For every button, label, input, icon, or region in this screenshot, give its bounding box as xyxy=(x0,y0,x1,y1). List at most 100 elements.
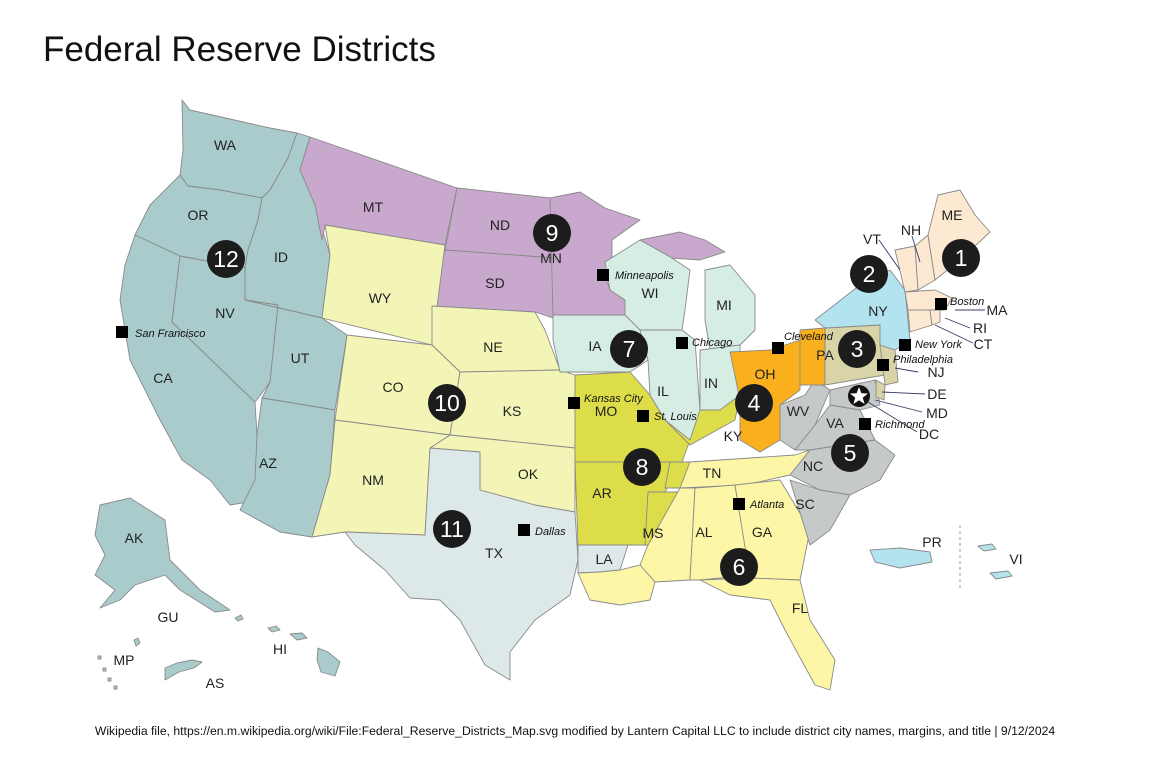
label-RI: RI xyxy=(973,320,987,336)
district-badge-8[interactable]: 8 xyxy=(623,448,661,486)
label-OK: OK xyxy=(518,466,539,482)
state-VI[interactable] xyxy=(977,543,1013,580)
state-AK[interactable] xyxy=(94,497,231,613)
district-badge-3[interactable]: 3 xyxy=(838,330,876,368)
label-OH: OH xyxy=(755,366,776,382)
label-WY: WY xyxy=(369,290,392,306)
state-SC[interactable] xyxy=(789,479,851,546)
label-IA: IA xyxy=(588,338,602,354)
label-MA: MA xyxy=(987,302,1009,318)
state-FL[interactable] xyxy=(699,577,836,691)
state-MT[interactable] xyxy=(299,136,458,246)
state-CT[interactable] xyxy=(907,309,933,333)
district-badge-10[interactable]: 10 xyxy=(428,384,466,422)
svg-text:10: 10 xyxy=(434,390,460,416)
label-VA: VA xyxy=(826,415,844,431)
source-credit: Wikipedia file, https://en.m.wikipedia.o… xyxy=(94,724,1056,738)
svg-text:8: 8 xyxy=(636,454,649,480)
label-PR: PR xyxy=(922,534,941,550)
state-DE[interactable] xyxy=(875,379,886,401)
state-GU[interactable] xyxy=(133,637,141,647)
label-MP: MP xyxy=(114,652,135,668)
label-NY: NY xyxy=(868,303,888,319)
label-NJ: NJ xyxy=(927,364,944,380)
marker-atlanta[interactable] xyxy=(733,498,745,510)
state-PR[interactable] xyxy=(869,547,933,569)
state-MP[interactable] xyxy=(97,655,118,690)
marker-minneapolis[interactable] xyxy=(597,269,609,281)
label-OR: OR xyxy=(188,207,209,223)
state-MI[interactable] xyxy=(704,264,756,351)
label-IN: IN xyxy=(704,375,718,391)
label-KY: KY xyxy=(724,428,743,444)
marker-dallas[interactable] xyxy=(518,524,530,536)
label-AZ: AZ xyxy=(259,455,277,471)
state-LAs[interactable] xyxy=(577,564,656,606)
marker-philadelphia[interactable] xyxy=(877,359,889,371)
label-DE: DE xyxy=(927,386,946,402)
district-badge-7[interactable]: 7 xyxy=(610,330,648,368)
district-badge-12[interactable]: 12 xyxy=(207,240,245,278)
state-labels: WA OR ID NV UT CA AZ MT WY CO NM ND SD N… xyxy=(114,137,1023,691)
marker-cleveland[interactable] xyxy=(772,342,784,354)
marker-new-york[interactable] xyxy=(899,339,911,351)
label-CA: CA xyxy=(153,370,173,386)
district-badge-1[interactable]: 1 xyxy=(942,239,980,277)
state-AZ[interactable] xyxy=(239,397,336,538)
city-labels: San Francisco Minneapolis Kansas City St… xyxy=(135,270,984,538)
district-badge-4[interactable]: 4 xyxy=(735,384,773,422)
district-badge-5[interactable]: 5 xyxy=(831,434,869,472)
label-MO: MO xyxy=(595,403,618,419)
state-WV[interactable] xyxy=(779,379,831,451)
marker-boston[interactable] xyxy=(935,298,947,310)
label-NV: NV xyxy=(215,305,235,321)
marker-st-louis[interactable] xyxy=(637,410,649,422)
label-AR: AR xyxy=(592,485,611,501)
label-PA: PA xyxy=(816,347,834,363)
label-CO: CO xyxy=(383,379,404,395)
state-HI[interactable] xyxy=(234,614,341,677)
label-NM: NM xyxy=(362,472,384,488)
label-CT: CT xyxy=(974,336,993,352)
state-WY[interactable] xyxy=(321,224,446,346)
city-kansas-city: Kansas City xyxy=(584,393,644,405)
district-12-states xyxy=(94,99,348,690)
label-DC: DC xyxy=(919,426,939,442)
label-TX: TX xyxy=(485,545,504,561)
district-badge-9[interactable]: 9 xyxy=(533,214,571,252)
state-TX[interactable] xyxy=(344,447,579,681)
label-UT: UT xyxy=(291,350,310,366)
city-new-york: New York xyxy=(915,339,962,351)
label-WI: WI xyxy=(641,285,658,301)
svg-text:12: 12 xyxy=(213,246,239,272)
svg-text:6: 6 xyxy=(733,554,746,580)
city-minneapolis: Minneapolis xyxy=(615,270,674,282)
label-NC: NC xyxy=(803,458,823,474)
marker-chicago[interactable] xyxy=(676,337,688,349)
state-IL[interactable] xyxy=(639,329,701,441)
label-TN: TN xyxy=(703,465,722,481)
district-badge-2[interactable]: 2 xyxy=(850,255,888,293)
svg-text:3: 3 xyxy=(851,336,864,362)
label-SC: SC xyxy=(795,496,814,512)
state-RI[interactable] xyxy=(929,309,941,326)
city-markers xyxy=(116,269,947,536)
city-san-francisco: San Francisco xyxy=(135,328,205,340)
marker-kansas-city[interactable] xyxy=(568,397,580,409)
label-MN: MN xyxy=(540,250,562,266)
marker-san-francisco[interactable] xyxy=(116,326,128,338)
district-badge-6[interactable]: 6 xyxy=(720,548,758,586)
state-AS[interactable] xyxy=(164,659,203,681)
marker-richmond[interactable] xyxy=(859,418,871,430)
label-VT: VT xyxy=(863,231,881,247)
label-MI: MI xyxy=(716,297,732,313)
leader-lines xyxy=(867,235,985,433)
state-IN[interactable] xyxy=(699,344,741,411)
label-ND: ND xyxy=(490,217,510,233)
district-badge-11[interactable]: 11 xyxy=(433,510,471,548)
label-NE: NE xyxy=(483,339,502,355)
city-richmond: Richmond xyxy=(875,419,925,431)
district-7-states xyxy=(552,239,756,441)
label-GU: GU xyxy=(158,609,179,625)
